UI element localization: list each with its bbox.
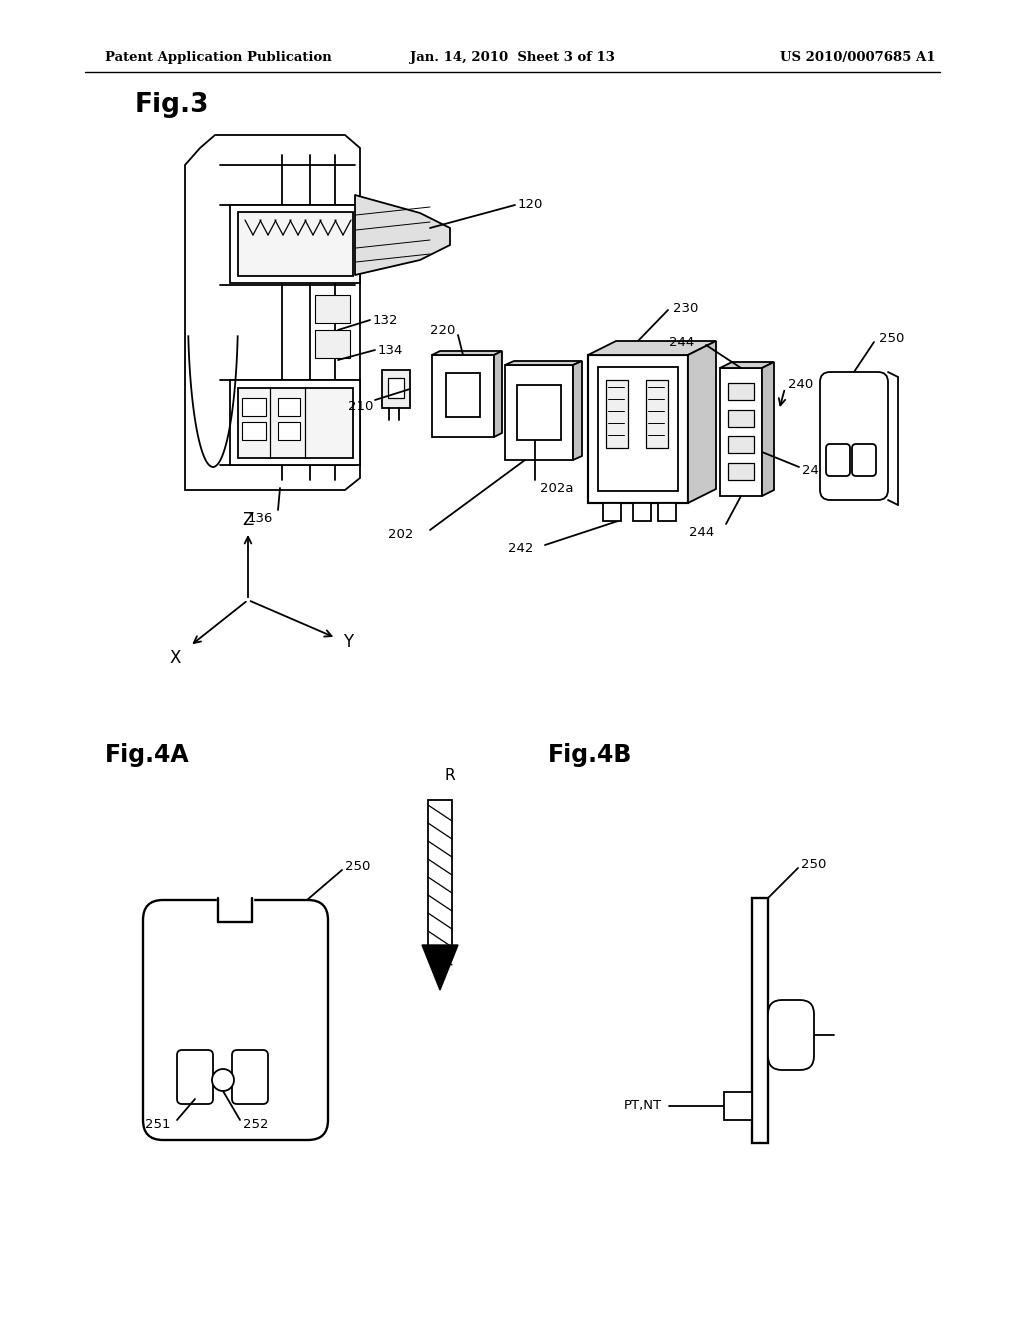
Text: 220: 220 bbox=[430, 323, 456, 337]
Polygon shape bbox=[588, 341, 716, 355]
Text: 250: 250 bbox=[801, 858, 826, 871]
Bar bbox=[428, 800, 452, 954]
Text: 300: 300 bbox=[776, 1028, 801, 1041]
FancyBboxPatch shape bbox=[826, 444, 850, 477]
Polygon shape bbox=[185, 135, 360, 490]
FancyBboxPatch shape bbox=[143, 900, 328, 1140]
Text: 244: 244 bbox=[689, 525, 715, 539]
Bar bbox=[588, 355, 688, 503]
Text: Y: Y bbox=[343, 634, 353, 651]
Text: Fig.4B: Fig.4B bbox=[548, 743, 633, 767]
Bar bbox=[728, 463, 754, 480]
Text: 202: 202 bbox=[388, 528, 414, 541]
FancyBboxPatch shape bbox=[232, 1049, 268, 1104]
Text: Z: Z bbox=[242, 511, 253, 529]
Bar bbox=[728, 383, 754, 400]
Text: 250: 250 bbox=[879, 333, 904, 346]
Polygon shape bbox=[494, 351, 502, 437]
Text: 240: 240 bbox=[788, 379, 813, 392]
Text: Fig.3: Fig.3 bbox=[135, 92, 210, 117]
Text: 250: 250 bbox=[345, 861, 371, 874]
Text: 251: 251 bbox=[145, 1118, 171, 1131]
Bar bbox=[315, 248, 350, 276]
Bar bbox=[242, 422, 266, 440]
Bar bbox=[724, 1092, 752, 1119]
Bar bbox=[230, 380, 360, 465]
Text: R: R bbox=[445, 767, 456, 783]
Polygon shape bbox=[432, 351, 502, 355]
Text: 242: 242 bbox=[802, 463, 827, 477]
Bar bbox=[505, 366, 573, 459]
Polygon shape bbox=[422, 945, 458, 990]
Text: 134: 134 bbox=[378, 343, 403, 356]
Bar bbox=[603, 503, 621, 521]
Text: Fig.4A: Fig.4A bbox=[105, 743, 189, 767]
Bar bbox=[382, 370, 410, 408]
Text: 244: 244 bbox=[669, 335, 694, 348]
Polygon shape bbox=[688, 341, 716, 503]
Polygon shape bbox=[762, 362, 774, 496]
Text: US 2010/0007685 A1: US 2010/0007685 A1 bbox=[780, 51, 936, 65]
Bar bbox=[315, 215, 350, 243]
Bar bbox=[633, 503, 651, 521]
Polygon shape bbox=[720, 362, 774, 368]
FancyBboxPatch shape bbox=[177, 1049, 213, 1104]
Polygon shape bbox=[217, 895, 253, 924]
Text: 230: 230 bbox=[673, 301, 698, 314]
Text: Jan. 14, 2010  Sheet 3 of 13: Jan. 14, 2010 Sheet 3 of 13 bbox=[410, 51, 614, 65]
Circle shape bbox=[212, 1069, 234, 1092]
Bar bbox=[315, 330, 350, 358]
Polygon shape bbox=[573, 360, 582, 459]
Bar bbox=[606, 380, 628, 447]
Bar bbox=[242, 399, 266, 416]
Bar bbox=[278, 422, 300, 440]
Bar bbox=[315, 389, 350, 418]
Bar bbox=[278, 399, 300, 416]
Bar bbox=[598, 367, 678, 491]
Bar bbox=[388, 378, 404, 399]
Bar bbox=[752, 898, 768, 1143]
Text: 132: 132 bbox=[373, 314, 398, 326]
Bar bbox=[728, 411, 754, 426]
Bar bbox=[658, 503, 676, 521]
Bar bbox=[230, 205, 360, 282]
Text: 252: 252 bbox=[243, 1118, 268, 1131]
Bar bbox=[315, 430, 350, 458]
Bar bbox=[728, 436, 754, 453]
Bar bbox=[238, 388, 353, 458]
Text: 210: 210 bbox=[348, 400, 374, 412]
Text: PT,NT: PT,NT bbox=[624, 1100, 663, 1113]
Bar bbox=[446, 374, 480, 417]
Polygon shape bbox=[505, 360, 582, 366]
Bar bbox=[720, 368, 762, 496]
Text: 202a: 202a bbox=[540, 482, 573, 495]
Bar bbox=[646, 380, 668, 447]
Text: X: X bbox=[170, 649, 181, 667]
Bar bbox=[432, 355, 494, 437]
FancyBboxPatch shape bbox=[820, 372, 888, 500]
Polygon shape bbox=[355, 195, 450, 275]
Text: 136: 136 bbox=[248, 511, 273, 524]
Bar bbox=[315, 294, 350, 323]
Bar bbox=[238, 213, 353, 276]
FancyBboxPatch shape bbox=[768, 1001, 814, 1071]
Text: 120: 120 bbox=[518, 198, 544, 211]
Text: Patent Application Publication: Patent Application Publication bbox=[105, 51, 332, 65]
Text: 242: 242 bbox=[508, 541, 534, 554]
FancyBboxPatch shape bbox=[852, 444, 876, 477]
Bar bbox=[517, 385, 561, 440]
